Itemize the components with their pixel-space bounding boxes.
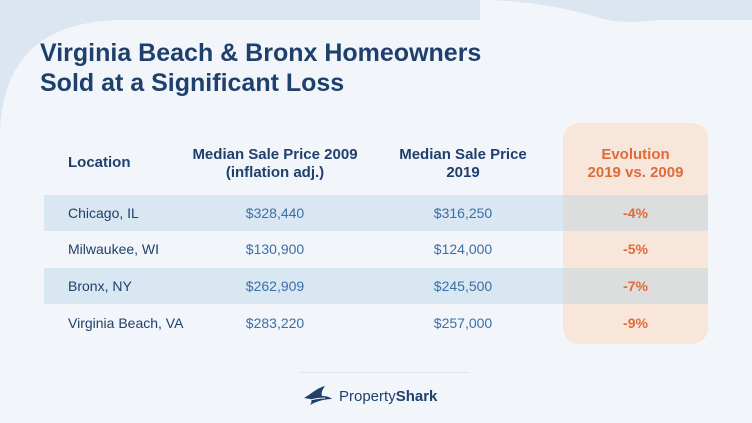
cell-price-2009: $328,440 [245,205,305,221]
propertyshark-logo: PropertyShark [303,383,437,409]
table-row: Milwaukee, WI $130,900 $124,000 -5% [44,231,708,267]
cell-evolution: -9% [623,315,648,331]
cell-price-2009: $262,909 [245,278,305,294]
header-evolution-line2: 2019 vs. 2009 [587,164,684,181]
cell-location: Milwaukee, WI [68,241,160,257]
header-evolution: Evolution 2019 vs. 2009 [563,146,708,182]
cell-evolution: -4% [623,205,648,221]
header-location: Location [68,154,131,172]
cell-location: Chicago, IL [68,205,139,221]
header-price-2009-line2: (inflation adj.) [225,164,325,181]
header-price-2009-line1: Median Sale Price 2009 [192,146,358,163]
evolution-column-highlight [563,123,708,344]
cell-evolution: -5% [623,241,648,257]
cell-price-2019: $316,250 [433,205,493,221]
footer-divider [300,372,470,373]
header-price-2019-line1: Median Sale Price [399,146,527,163]
header-evolution-line1: Evolution [601,146,670,163]
cell-location: Virginia Beach, VA [68,315,184,331]
logo-wordmark: PropertyShark [339,388,437,405]
cell-price-2019: $257,000 [433,315,493,331]
header-price-2009: Median Sale Price 2009 (inflation adj.) [180,146,370,182]
cell-price-2019: $124,000 [433,241,493,257]
shark-fin-icon [304,386,332,405]
header-location-label: Location [68,154,131,171]
header-price-2019: Median Sale Price 2019 [378,146,548,182]
cell-price-2009: $130,900 [245,241,305,257]
table-row: Chicago, IL $328,440 $316,250 -4% [44,195,708,231]
cell-evolution: -7% [623,278,648,294]
cell-price-2019: $245,500 [433,278,493,294]
chart-title: Virginia Beach & Bronx Homeowners Sold a… [40,38,560,98]
table-row: Virginia Beach, VA $283,220 $257,000 -9% [44,305,708,341]
cell-location: Bronx, NY [68,278,132,294]
title-line-2: Sold at a Significant Loss [40,69,345,97]
table-row: Bronx, NY $262,909 $245,500 -7% [44,268,708,304]
logo-text-plain: Property [339,387,396,405]
title-line-1: Virginia Beach & Bronx Homeowners [40,39,482,67]
cell-price-2009: $283,220 [245,315,305,331]
logo-text-bold: Shark [395,387,438,405]
header-price-2019-line2: 2019 [446,164,480,181]
